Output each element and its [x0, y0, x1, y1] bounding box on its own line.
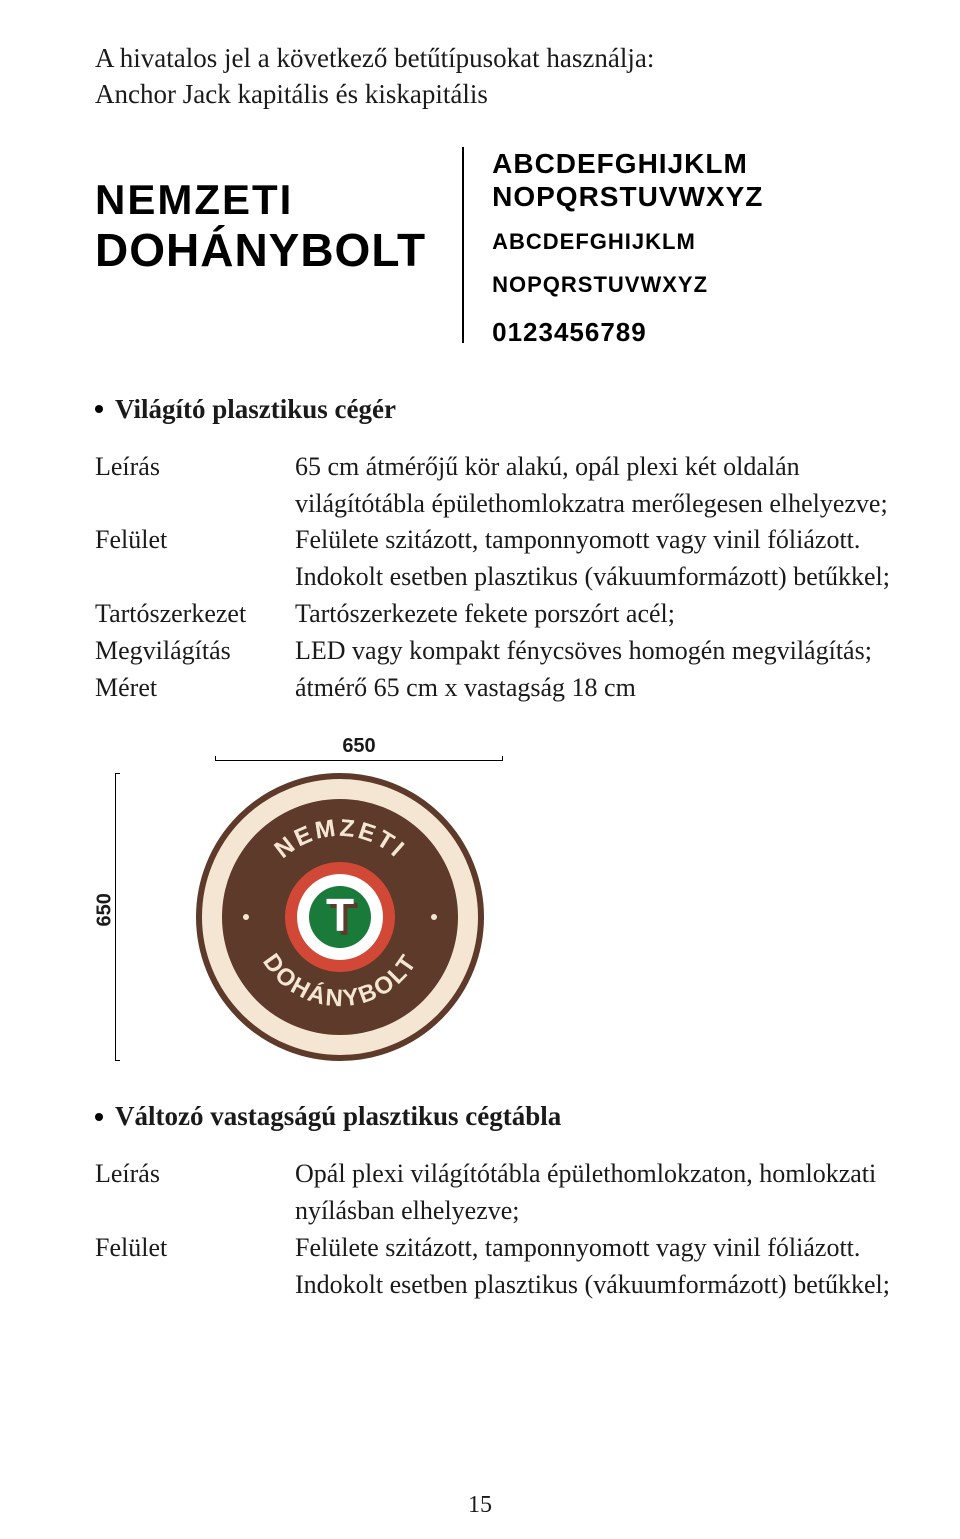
spec-label: Leírás: [95, 1156, 295, 1230]
sign-dot-left: [243, 914, 249, 920]
spec-label: Felület: [95, 1230, 295, 1304]
font-demo-alphabet: ABCDEFGHIJKLM NOPQRSTUVWXYZ ABCDEFGHIJKL…: [492, 147, 900, 348]
dimension-left-group: 650: [95, 773, 116, 1061]
spec-value: Tartószerkezete fekete porszórt acél;: [295, 596, 900, 633]
dimension-top-label: 650: [215, 735, 503, 758]
spec-value: Felülete szitázott, tamponnyomott vagy v…: [295, 522, 900, 596]
alphabet-caps-line1: ABCDEFGHIJKLM: [492, 147, 900, 180]
bullet-icon: [95, 1113, 103, 1121]
intro-line-2: Anchor Jack kapitális és kiskapitális: [95, 76, 900, 112]
spec-row: Méretátmérő 65 cm x vastagság 18 cm: [95, 670, 900, 707]
sign-dot-right: [431, 914, 437, 920]
font-demo-block: NEMZETI DOHÁNYBOLT ABCDEFGHIJKLM NOPQRST…: [95, 147, 900, 348]
alphabet-smallcaps-line1: ABCDEFGHIJKLM: [492, 229, 900, 256]
alphabet-smallcaps-line2: NOPQRSTUVWXYZ: [492, 272, 900, 299]
document-page: A hivatalos jel a következő betűtípusoka…: [0, 0, 960, 1539]
spec-row: TartószerkezetTartószerkezete fekete por…: [95, 596, 900, 633]
section-2-heading: Változó vastagságú plasztikus cégtábla: [95, 1101, 900, 1132]
sign-diagram: 650 650 T T NEMZETI: [95, 735, 900, 1061]
page-number: 15: [0, 1492, 960, 1519]
spec-value: LED vagy kompakt fénycsöves homogén megv…: [295, 633, 900, 670]
spec-label: Megvilágítás: [95, 633, 295, 670]
spec-value: 65 cm átmérőjű kör alakú, opál plexi két…: [295, 449, 900, 523]
vertical-divider: [462, 147, 464, 343]
dimension-top-rule: [215, 760, 503, 761]
spec-row: FelületFelülete szitázott, tamponnyomott…: [95, 1230, 900, 1304]
diagram-row: 650 T T NEMZETI NEMZETI: [95, 773, 900, 1061]
spec-label: Felület: [95, 522, 295, 596]
section-2-title: Változó vastagságú plasztikus cégtábla: [115, 1101, 561, 1131]
alphabet-caps-line2: NOPQRSTUVWXYZ: [492, 180, 900, 213]
spec-row: MegvilágításLED vagy kompakt fénycsöves …: [95, 633, 900, 670]
section-1-title: Világító plasztikus cégér: [115, 394, 396, 424]
spec-label: Tartószerkezet: [95, 596, 295, 633]
spec-row: LeírásOpál plexi világítótábla épülethom…: [95, 1156, 900, 1230]
spec-label: Leírás: [95, 449, 295, 523]
intro-line-1: A hivatalos jel a következő betűtípusoka…: [95, 40, 900, 76]
spec-value: Felülete szitázott, tamponnyomott vagy v…: [295, 1230, 900, 1304]
intro-text: A hivatalos jel a következő betűtípusoka…: [95, 40, 900, 113]
circular-sign-svg: T T NEMZETI NEMZETI NEMZETI DOHÁNYBOLT D…: [196, 773, 484, 1061]
spec-label: Méret: [95, 670, 295, 707]
demo-word-nemzeti: NEMZETI: [95, 177, 426, 222]
sign-letter: T: [326, 889, 354, 941]
spec-value: átmérő 65 cm x vastagság 18 cm: [295, 670, 900, 707]
font-demo-words: NEMZETI DOHÁNYBOLT: [95, 147, 462, 348]
spec-row: FelületFelülete szitázott, tamponnyomott…: [95, 522, 900, 596]
dimension-left-rule: [115, 773, 116, 1061]
demo-word-dohanybolt: DOHÁNYBOLT: [95, 226, 426, 276]
spec-table-1: Leírás65 cm átmérőjű kör alakú, opál ple…: [95, 449, 900, 707]
dimension-left-label: 650: [94, 907, 117, 927]
spec-row: Leírás65 cm átmérőjű kör alakú, opál ple…: [95, 449, 900, 523]
numerals: 0123456789: [492, 317, 900, 348]
section-1-heading: Világító plasztikus cégér: [95, 394, 900, 425]
bullet-icon: [95, 405, 103, 413]
spec-value: Opál plexi világítótábla épülethomlokzat…: [295, 1156, 900, 1230]
spec-table-2: LeírásOpál plexi világítótábla épülethom…: [95, 1156, 900, 1304]
